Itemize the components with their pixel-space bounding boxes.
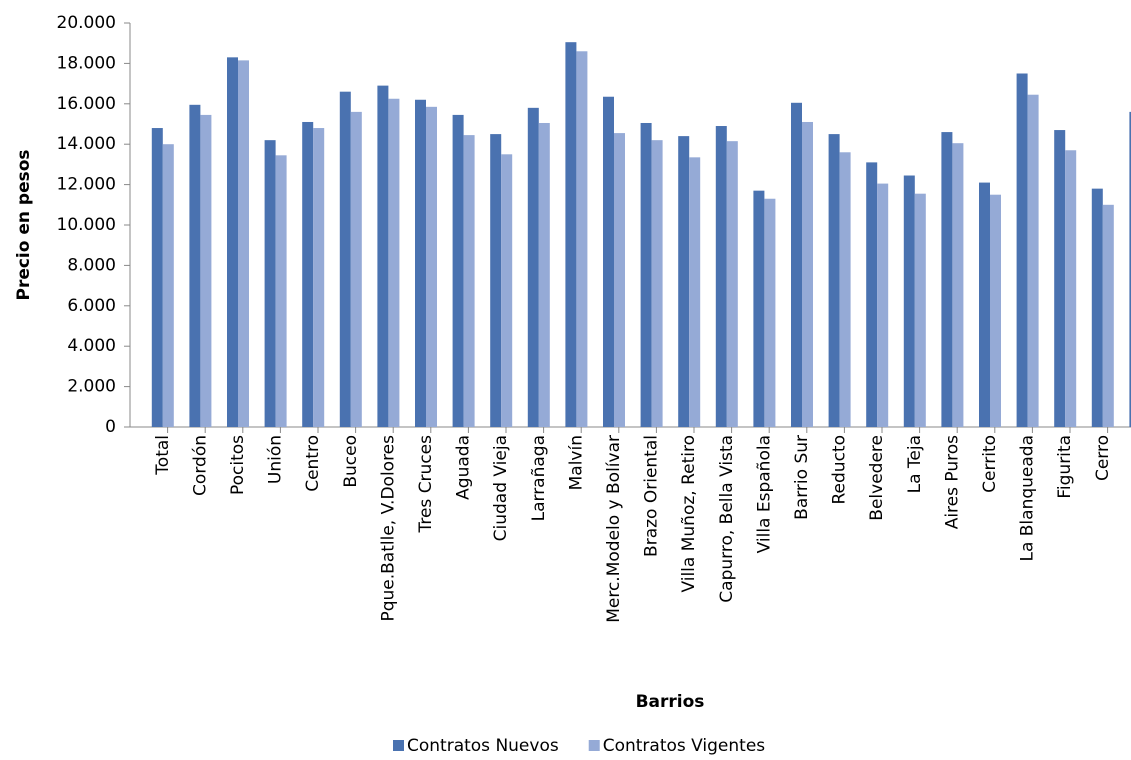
bar — [614, 133, 625, 427]
bar — [689, 157, 701, 427]
bar — [726, 141, 738, 428]
x-tick-label: Barrio Sur — [792, 435, 812, 520]
x-tick-label: Cerro — [1093, 435, 1113, 481]
x-tick-label: Centro — [303, 435, 323, 492]
bar — [264, 140, 276, 427]
bar — [839, 152, 851, 427]
bar — [979, 182, 990, 427]
x-tick-label: Capurro, Bella Vista — [717, 435, 737, 603]
bar — [565, 42, 577, 427]
bar — [200, 114, 212, 427]
x-tick-label: Reducto — [830, 435, 850, 505]
bar — [490, 134, 502, 427]
y-tick-label: 4.000 — [67, 336, 116, 356]
x-tick-label: Malvín — [566, 435, 586, 490]
x-tick-label: Larrañaga — [529, 435, 549, 521]
bar — [388, 98, 400, 427]
bar — [877, 183, 889, 427]
bar — [603, 96, 614, 427]
x-tick-label: Aires Puros — [942, 435, 962, 529]
bar — [1129, 111, 1131, 427]
bar — [1016, 73, 1028, 427]
bar — [350, 111, 362, 427]
y-tick-label: 18.000 — [57, 53, 116, 73]
bar — [302, 121, 314, 427]
x-tick-label: Buceo — [341, 435, 361, 488]
bar — [527, 107, 539, 427]
legend-label: Contratos Vigentes — [603, 736, 766, 756]
x-tick-label: La Blanqueada — [1018, 435, 1038, 562]
bar — [313, 128, 325, 428]
x-tick-label: Pocitos — [228, 435, 248, 495]
bar — [189, 104, 201, 427]
bar — [339, 91, 351, 428]
x-tick-label: Villa Muñoz, Retiro — [679, 435, 699, 593]
y-axis-title: Precio en pesos — [14, 149, 34, 300]
x-tick-label: Belvedere — [867, 435, 887, 521]
legend-swatch — [588, 740, 600, 751]
x-tick-label: Total — [153, 435, 173, 476]
y-tick-label: 0 — [105, 417, 116, 437]
x-tick-label: Cerrito — [980, 435, 1000, 493]
bar — [952, 143, 964, 427]
x-tick-label: Cordón — [190, 435, 210, 496]
legend-swatch — [393, 740, 404, 751]
bar — [1091, 188, 1103, 427]
bar — [914, 193, 926, 427]
bar — [903, 175, 915, 427]
bar — [1027, 94, 1039, 428]
x-tick-label: Unión — [266, 435, 286, 484]
y-tick-label: 8.000 — [67, 255, 116, 275]
x-tick-label: La Teja — [905, 435, 925, 493]
bar — [828, 134, 840, 427]
bar — [538, 122, 550, 428]
x-tick-label: Aguada — [454, 435, 474, 500]
y-tick-label: 6.000 — [67, 296, 116, 316]
bar — [238, 60, 249, 428]
bar — [377, 85, 389, 428]
bar — [866, 162, 878, 427]
bar — [162, 144, 174, 427]
bar — [753, 190, 765, 427]
x-tick-label: Figurita — [1055, 435, 1075, 499]
bar — [227, 57, 238, 428]
x-tick-label: Merc.Modelo y Bolívar — [604, 435, 624, 623]
y-tick-label: 16.000 — [57, 94, 116, 114]
bar — [1054, 130, 1066, 427]
bar — [501, 154, 513, 428]
bar — [452, 114, 464, 427]
bar — [651, 140, 663, 427]
bar — [1065, 150, 1077, 427]
y-tick-label: 12.000 — [57, 175, 116, 195]
legend-label: Contratos Nuevos — [407, 736, 559, 756]
bar — [640, 122, 652, 428]
bar — [1102, 204, 1114, 427]
x-tick-label: Villa Española — [754, 435, 774, 553]
bar — [802, 121, 813, 427]
bar — [764, 198, 776, 427]
x-tick-label: Brazo Oriental — [642, 435, 662, 557]
y-tick-label: 10.000 — [57, 215, 116, 235]
bar — [576, 51, 588, 427]
y-tick-label: 20.000 — [57, 13, 116, 33]
y-tick-label: 14.000 — [57, 134, 116, 154]
bar — [151, 128, 163, 428]
y-tick-label: 2.000 — [67, 377, 116, 397]
x-axis-title: Barrios — [636, 692, 705, 712]
bar — [463, 135, 475, 428]
bar — [415, 99, 426, 427]
bar — [715, 126, 727, 428]
bar — [941, 132, 953, 427]
x-tick-label: Tres Cruces — [416, 435, 436, 534]
bar — [426, 106, 437, 427]
bar — [678, 136, 690, 427]
x-tick-label: Pque.Batlle, V.Dolores — [378, 435, 398, 622]
x-tick-label: Ciudad Vieja — [491, 435, 511, 541]
bar — [791, 102, 802, 427]
bar — [275, 155, 287, 427]
bar — [990, 194, 1001, 427]
